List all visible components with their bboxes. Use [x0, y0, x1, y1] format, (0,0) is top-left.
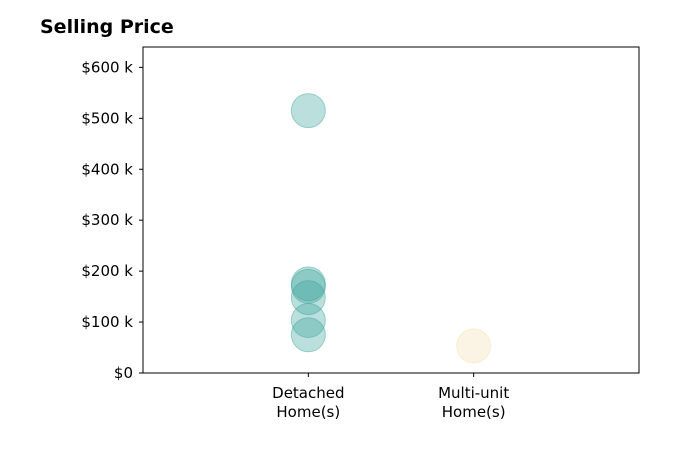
data-point [290, 268, 326, 304]
y-tick-label: $200 k [81, 262, 133, 280]
y-tick-label: $500 k [81, 109, 133, 127]
data-point [290, 93, 326, 129]
y-tick-label: $300 k [81, 211, 133, 229]
y-tick-label: $100 k [81, 313, 133, 331]
y-tick-label: $400 k [81, 160, 133, 178]
data-point [290, 317, 326, 353]
data-point [290, 266, 326, 302]
data-points [290, 93, 492, 364]
chart-title: Selling Price [40, 16, 174, 38]
y-axis: $0 $100 k $200 k $300 k $400 k $500 k $600 k [81, 58, 143, 382]
data-point [290, 303, 326, 339]
data-point [456, 328, 492, 364]
x-axis: Detached Home(s) Multi-unit Home(s) [272, 373, 509, 421]
y-tick-label: $600 k [81, 58, 133, 76]
y-tick-label: $0 [114, 364, 133, 382]
x-tick-label: Multi-unit Home(s) [438, 384, 509, 421]
plot-area-frame [142, 46, 640, 374]
x-tick-label: Detached Home(s) [272, 384, 344, 421]
data-point [290, 280, 326, 316]
